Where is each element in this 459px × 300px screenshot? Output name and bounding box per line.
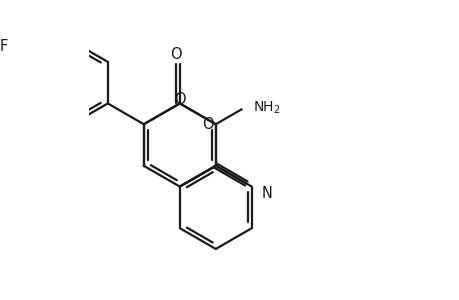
Text: O: O	[170, 47, 181, 62]
Text: O: O	[202, 117, 213, 132]
Text: F: F	[0, 39, 7, 54]
Text: O: O	[174, 92, 185, 106]
Text: N: N	[261, 186, 272, 201]
Text: NH$_2$: NH$_2$	[252, 99, 280, 116]
